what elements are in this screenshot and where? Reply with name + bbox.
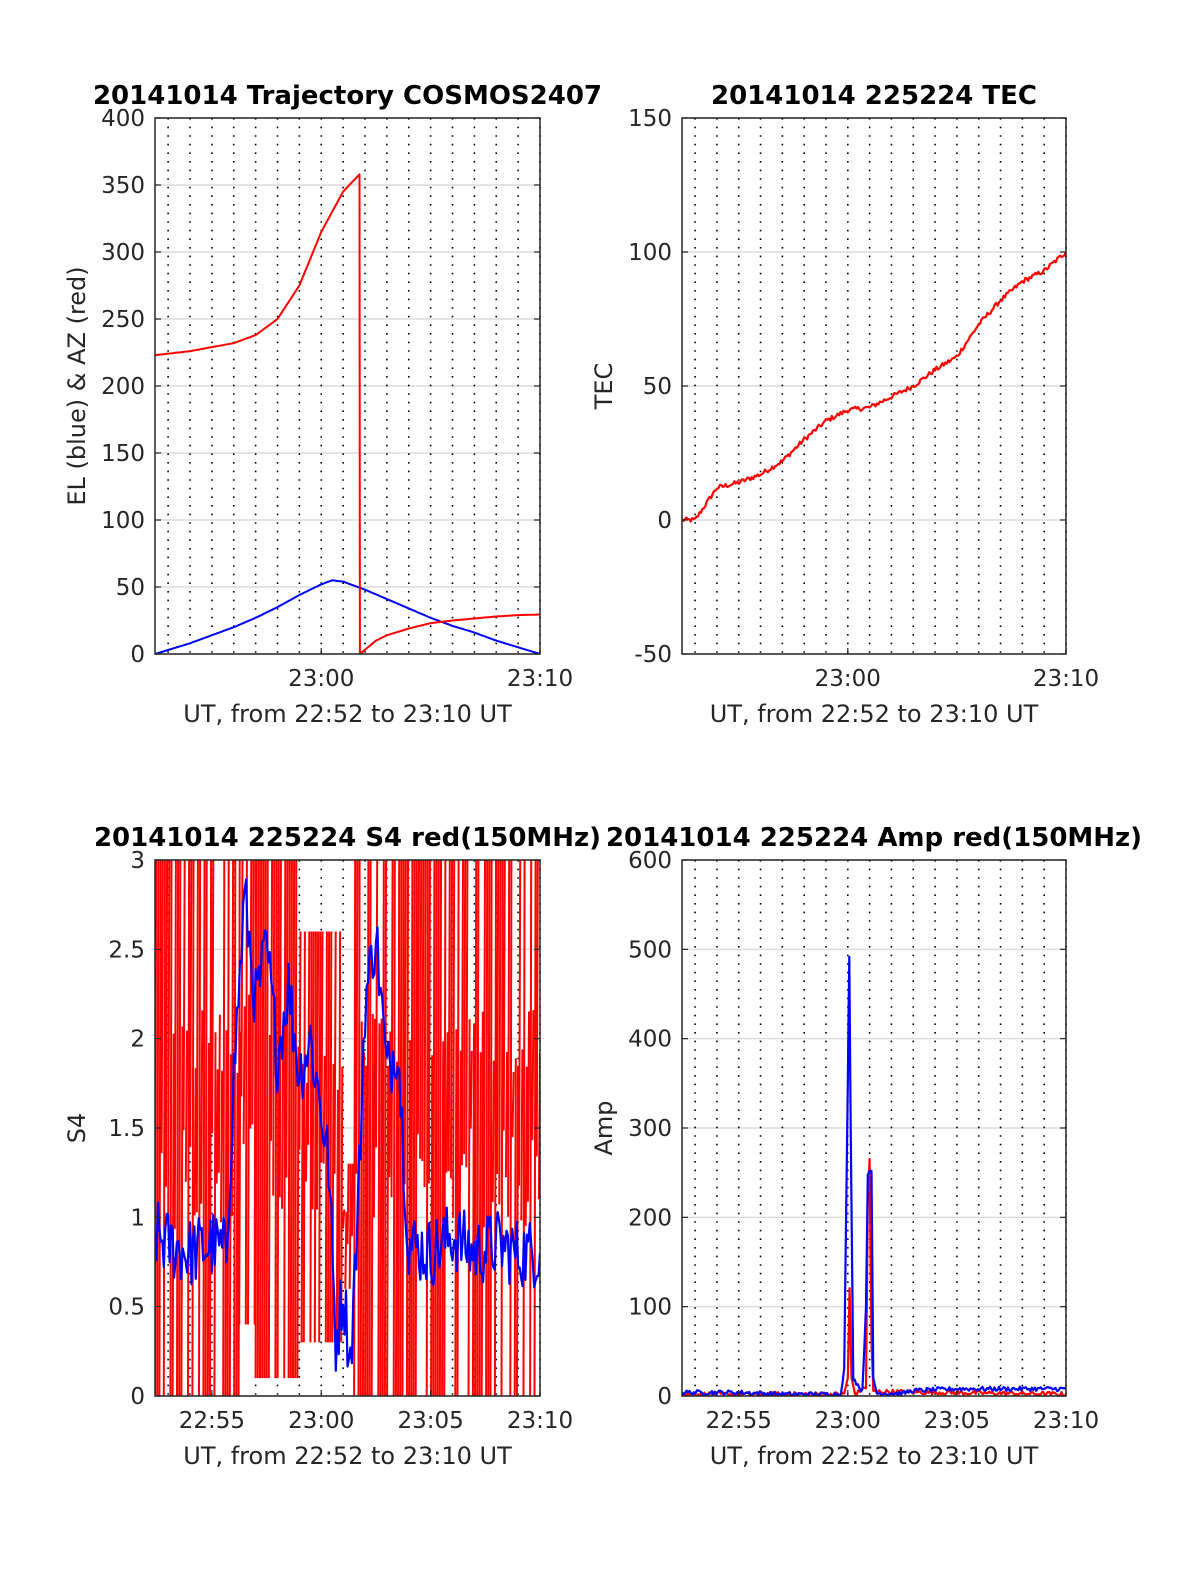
y-tick-label: 50 bbox=[116, 575, 145, 601]
y-tick-label: 500 bbox=[628, 937, 672, 963]
plot-area bbox=[682, 251, 1066, 523]
y-tick-label: 3 bbox=[130, 848, 145, 874]
x-tick-label: 22:55 bbox=[706, 1408, 772, 1434]
y-tick-label: 100 bbox=[101, 508, 145, 534]
x-tick-label: 23:05 bbox=[924, 1408, 990, 1434]
series-red bbox=[682, 251, 1066, 523]
y-tick-label: 2.5 bbox=[108, 937, 145, 963]
y-tick-label: 0.5 bbox=[108, 1295, 145, 1321]
x-axis-label: UT, from 22:52 to 23:10 UT bbox=[183, 1442, 512, 1470]
x-tick-label: 23:00 bbox=[815, 666, 881, 692]
y-tick-label: 0 bbox=[130, 642, 145, 668]
plot-area bbox=[682, 955, 1066, 1396]
y-tick-label: 100 bbox=[628, 1295, 672, 1321]
chart-4: 0 100 200 300 400 500 600 22:55 23:00 23:05 23:10 2… bbox=[590, 823, 1142, 1470]
y-tick-label: 200 bbox=[101, 374, 145, 400]
chart-title: 20141014 Trajectory COSMOS2407 bbox=[93, 81, 602, 111]
series-blue bbox=[682, 955, 1066, 1396]
series-blue bbox=[155, 878, 540, 1372]
y-tick-label: 350 bbox=[101, 173, 145, 199]
chart-1: 0 50 100 150 200 250 300 350 400 23:00 23:10 201410… bbox=[63, 81, 602, 728]
y-axis-label: TEC bbox=[590, 363, 618, 411]
x-tick-label: 23:10 bbox=[1033, 1408, 1099, 1434]
plot-area bbox=[155, 860, 540, 1396]
y-tick-label: 600 bbox=[628, 848, 672, 874]
y-tick-label: 200 bbox=[628, 1205, 672, 1231]
series-red bbox=[155, 173, 540, 654]
y-tick-label: 1.5 bbox=[108, 1116, 145, 1142]
y-axis-label: S4 bbox=[63, 1113, 91, 1144]
x-tick-label: 23:10 bbox=[507, 1408, 573, 1434]
y-tick-label: -50 bbox=[634, 642, 672, 668]
y-tick-label: 400 bbox=[628, 1027, 672, 1053]
x-tick-label: 23:00 bbox=[288, 1408, 354, 1434]
y-tick-label: 50 bbox=[643, 374, 672, 400]
chart-title: 20141014 225224 TEC bbox=[711, 81, 1037, 111]
chart-title: 20141014 225224 S4 red(150MHz) bbox=[94, 823, 601, 853]
y-tick-label: 1 bbox=[130, 1205, 145, 1231]
x-axis-label: UT, from 22:52 to 23:10 UT bbox=[710, 700, 1039, 728]
y-tick-label: 2 bbox=[130, 1027, 145, 1053]
y-axis-label: Amp bbox=[590, 1100, 618, 1155]
y-axis-label: EL (blue) & AZ (red) bbox=[63, 266, 91, 505]
y-tick-label: 400 bbox=[101, 106, 145, 132]
x-tick-label: 23:00 bbox=[288, 666, 354, 692]
x-axis-label: UT, from 22:52 to 23:10 UT bbox=[183, 700, 512, 728]
y-tick-label: 150 bbox=[101, 441, 145, 467]
y-tick-label: 0 bbox=[130, 1384, 145, 1410]
x-tick-label: 23:00 bbox=[815, 1408, 881, 1434]
chart-title: 20141014 225224 Amp red(150MHz) bbox=[606, 823, 1142, 853]
x-tick-label: 23:10 bbox=[1033, 666, 1099, 692]
plot-area bbox=[155, 173, 540, 654]
x-tick-label: 23:10 bbox=[507, 666, 573, 692]
y-tick-label: 0 bbox=[657, 508, 672, 534]
y-tick-label: 300 bbox=[101, 240, 145, 266]
y-tick-label: 0 bbox=[657, 1384, 672, 1410]
y-tick-label: 150 bbox=[628, 106, 672, 132]
chart-2: -50 0 50 100 150 23:00 23:10 20141014 225224 TE… bbox=[590, 81, 1099, 728]
x-tick-label: 23:05 bbox=[397, 1408, 463, 1434]
y-tick-label: 100 bbox=[628, 240, 672, 266]
series-blue bbox=[155, 579, 540, 654]
y-tick-label: 250 bbox=[101, 307, 145, 333]
x-tick-label: 22:55 bbox=[179, 1408, 245, 1434]
x-axis-label: UT, from 22:52 to 23:10 UT bbox=[710, 1442, 1039, 1470]
chart-3: 0 0.5 1 1.5 2 2.5 3 22:55 23:00 23:05 23:10 2014101… bbox=[63, 823, 601, 1470]
y-tick-label: 300 bbox=[628, 1116, 672, 1142]
